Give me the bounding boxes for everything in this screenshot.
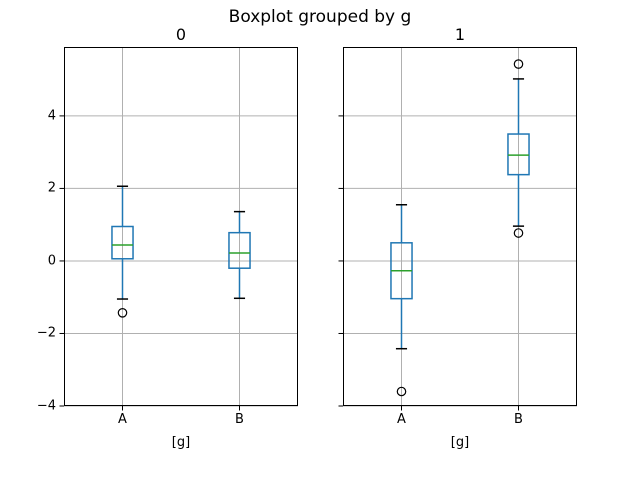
subplot-0-xlabel: [g] <box>171 435 191 450</box>
subplot-0-axes-canvas <box>59 47 298 411</box>
subplot-1-axes-canvas <box>338 47 577 411</box>
y-tick-label: 2 <box>47 180 56 196</box>
y-tick-label: −2 <box>36 325 56 341</box>
x-tick-label: A <box>118 412 127 427</box>
flier-point <box>396 386 407 397</box>
x-tick-label: B <box>514 412 523 427</box>
subplot-0-title: 0 <box>175 25 187 44</box>
flier-point <box>513 59 524 69</box>
x-tick-label: A <box>397 412 406 427</box>
box <box>111 225 134 260</box>
subplot-1-xlabel: [g] <box>450 435 470 450</box>
x-tick-label: B <box>235 412 244 427</box>
subplot-1: 1 [g] A B <box>338 27 577 449</box>
subplot-0: 0 [g] A B −4 −2 0 2 4 <box>37 27 298 449</box>
box <box>228 231 251 269</box>
axes-spine <box>64 47 298 406</box>
axes-spine <box>343 47 577 406</box>
flier-point <box>117 308 128 318</box>
y-tick-label: −4 <box>36 398 56 414</box>
flier-point <box>513 228 524 238</box>
y-tick-label: 0 <box>47 253 56 269</box>
y-tick-label: 4 <box>47 108 56 124</box>
figure-title: Boxplot grouped by g <box>228 7 412 27</box>
subplot-1-title: 1 <box>454 25 466 44</box>
